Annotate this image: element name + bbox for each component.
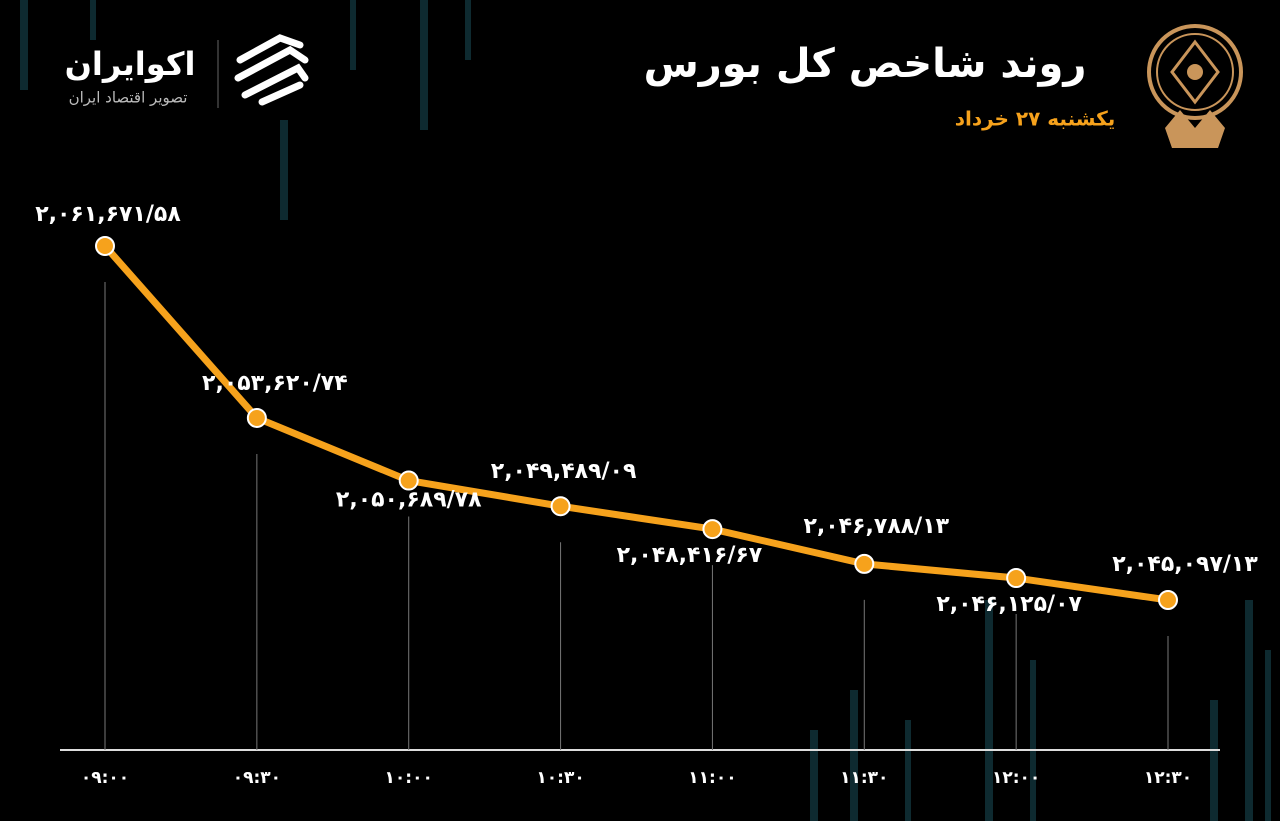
data-point: [854, 553, 875, 574]
data-point: [398, 470, 419, 491]
brand-tagline: تصویر اقتصاد ایران: [69, 89, 188, 107]
brand-name: اکوایران: [65, 45, 196, 83]
value-label: ۲,۰۴۶,۱۲۵/۰۷: [936, 592, 1082, 617]
x-tick-label: ۱۱:۳۰: [840, 768, 888, 788]
data-point: [1158, 590, 1178, 610]
chart-subtitle: یکشنبه ۲۷ خرداد: [955, 107, 1116, 131]
emblem: [1147, 24, 1243, 148]
x-tick-label: ۱۰:۳۰: [536, 768, 584, 788]
data-point: [95, 236, 115, 256]
series-line: [102, 243, 1169, 604]
data-point: [550, 496, 571, 517]
value-label: ۲,۰۵۰,۶۸۹/۷۸: [336, 488, 482, 513]
x-tick-label: ۱۲:۰۰: [992, 768, 1040, 788]
brand-logo: [234, 34, 309, 106]
value-label: ۲,۰۴۸,۴۱۶/۶۷: [617, 543, 763, 568]
x-tick-label: ۱۰:۰۰: [385, 768, 433, 788]
data-point: [702, 519, 723, 540]
data-point: [246, 407, 267, 428]
x-tick-label: ۱۱:۰۰: [688, 768, 736, 788]
value-label: ۲,۰۶۱,۶۷۱/۵۸: [35, 202, 181, 227]
decoration: [20, 0, 1271, 821]
value-label: ۲,۰۵۳,۶۲۰/۷۴: [202, 371, 348, 396]
x-tick-label: ۰۹:۳۰: [233, 768, 281, 788]
value-label: ۲,۰۴۵,۰۹۷/۱۳: [1112, 552, 1258, 577]
x-tick-label: ۱۲:۳۰: [1144, 768, 1192, 788]
x-tick-label: ۰۹:۰۰: [81, 768, 129, 788]
value-label: ۲,۰۴۶,۷۸۸/۱۳: [803, 514, 949, 539]
chart-title: روند شاخص کل بورس: [644, 41, 1087, 87]
data-point: [1006, 568, 1027, 589]
value-label: ۲,۰۴۹,۴۸۹/۰۹: [491, 459, 637, 484]
